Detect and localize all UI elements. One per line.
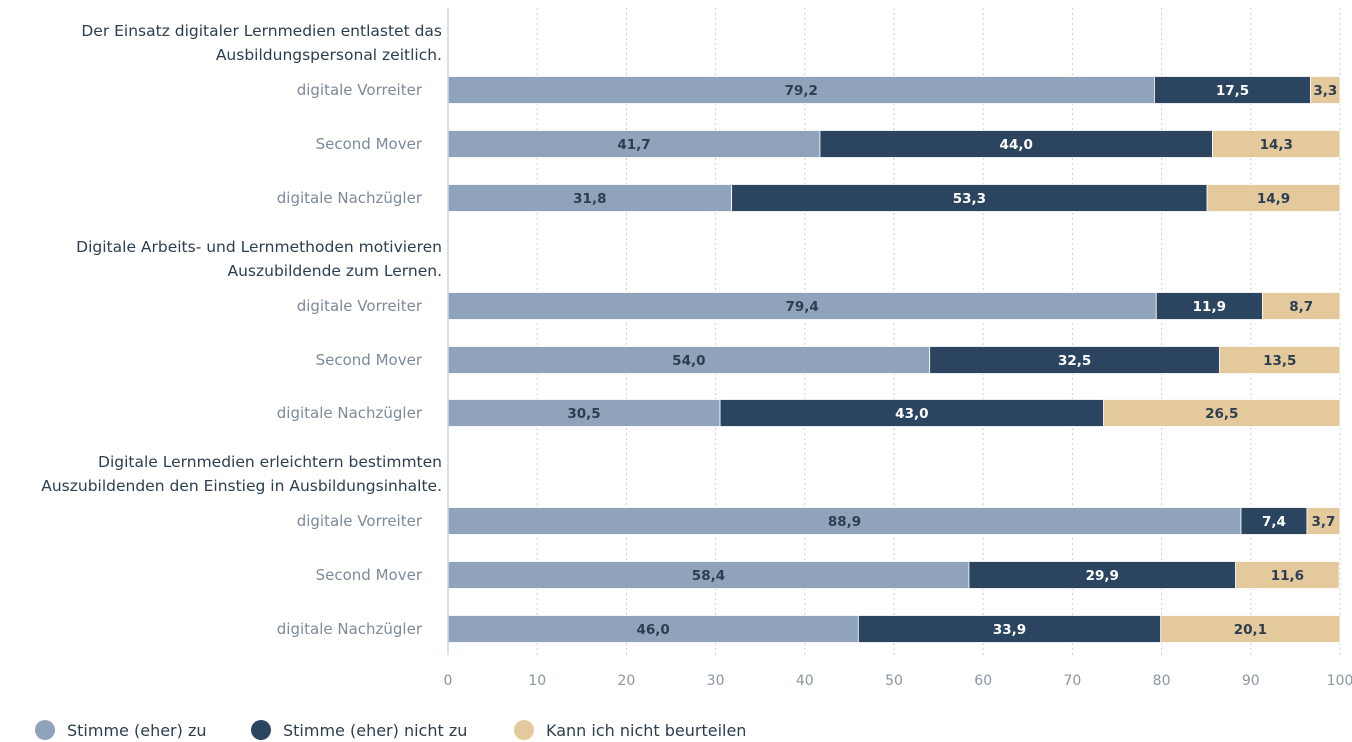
bar-segment	[1160, 615, 1341, 643]
x-tick-label-10: 10	[528, 673, 546, 689]
bar-segment	[1240, 507, 1308, 535]
category-label: Second Mover	[316, 135, 423, 153]
x-tick-label-70: 70	[1063, 673, 1081, 689]
category-label: digitale Nachzügler	[277, 404, 423, 422]
legend-swatch-3	[514, 720, 534, 740]
legend-swatch-1	[35, 720, 55, 740]
category-label: Second Mover	[316, 351, 423, 369]
legend: Stimme (eher) zu Stimme (eher) nicht zu Ka…	[35, 720, 746, 740]
legend-label-2: Stimme (eher) nicht zu	[283, 721, 467, 740]
x-tick-label-20: 20	[617, 673, 635, 689]
data-label: 43,0	[895, 406, 928, 422]
x-tick-label-0: 0	[444, 673, 453, 689]
x-axis-ticks: 0 10 20 30 40 50 60 70 80 90 100	[444, 673, 1352, 689]
data-label: 79,4	[785, 299, 818, 315]
data-label: 7,4	[1262, 514, 1286, 530]
data-label: 46,0	[637, 622, 670, 638]
bar-segment	[731, 184, 1208, 212]
x-tick-label-90: 90	[1242, 673, 1260, 689]
bar-segment	[447, 130, 821, 158]
bar-segment	[929, 346, 1220, 374]
x-tick-label-50: 50	[885, 673, 903, 689]
bar-segment	[1310, 76, 1341, 104]
data-label: 14,3	[1260, 137, 1293, 153]
bar-segment	[1206, 184, 1341, 212]
data-label: 31,8	[573, 191, 606, 207]
data-label: 26,5	[1205, 406, 1238, 422]
data-label: 58,4	[692, 568, 725, 584]
bar-segment	[1261, 292, 1341, 320]
bar-segment	[819, 130, 1213, 158]
category-label: digitale Nachzügler	[277, 189, 423, 207]
legend-swatch-2	[251, 720, 271, 740]
x-tick-label-30: 30	[707, 673, 725, 689]
x-tick-label-60: 60	[974, 673, 992, 689]
legend-label-3: Kann ich nicht beurteilen	[546, 721, 746, 740]
group-title-2-line-2: Auszubildende zum Lernen.	[227, 262, 442, 280]
data-label: 79,2	[785, 83, 818, 99]
category-labels: Der Einsatz digitaler Lernmedien entlast…	[41, 22, 442, 638]
data-label: 3,7	[1312, 514, 1336, 530]
data-label: 32,5	[1058, 353, 1091, 369]
bar-segment	[1219, 346, 1341, 374]
category-label: Second Mover	[316, 566, 423, 584]
bar-segment	[447, 507, 1242, 535]
data-label: 8,7	[1289, 299, 1313, 315]
group-title-3-line-1: Digitale Lernmedien erleichtern bestimmt…	[98, 453, 442, 471]
category-label: digitale Vorreiter	[297, 81, 423, 99]
data-label: 11,6	[1271, 568, 1304, 584]
x-tick-label-100: 100	[1327, 673, 1352, 689]
data-label: 33,9	[993, 622, 1026, 638]
data-label: 41,7	[617, 137, 650, 153]
bar-segment	[447, 615, 859, 643]
data-label: 53,3	[953, 191, 986, 207]
bar-segment	[447, 561, 970, 589]
bar-segment	[1306, 507, 1341, 535]
data-label: 29,9	[1086, 568, 1119, 584]
data-label: 3,3	[1313, 83, 1337, 99]
data-label: 13,5	[1263, 353, 1296, 369]
bar-segment	[1103, 399, 1341, 427]
data-label: 54,0	[672, 353, 705, 369]
bar-segment	[1154, 76, 1311, 104]
bar-segment	[1212, 130, 1341, 158]
group-title-2-line-1: Digitale Arbeits- und Lernmethoden motiv…	[76, 238, 442, 256]
bar-segment	[447, 76, 1155, 104]
bars: 79,2 17,5 3,3 41,7 44,0 14,3 31,8 53,3 14,9 79,4 1…	[447, 76, 1341, 643]
data-label: 14,9	[1257, 191, 1290, 207]
data-label: 11,9	[1193, 299, 1226, 315]
x-tick-label-40: 40	[796, 673, 814, 689]
group-title-1-line-1: Der Einsatz digitaler Lernmedien entlast…	[81, 22, 442, 40]
legend-label-1: Stimme (eher) zu	[67, 721, 207, 740]
bar-segment	[968, 561, 1237, 589]
category-label: digitale Vorreiter	[297, 512, 423, 530]
group-title-3-line-2: Auszubildenden den Einstieg in Ausbildun…	[41, 477, 442, 495]
data-label: 44,0	[1000, 137, 1033, 153]
category-label: digitale Vorreiter	[297, 297, 423, 315]
bar-segment	[447, 346, 931, 374]
gridlines	[536, 8, 1341, 655]
bar-segment	[1235, 561, 1340, 589]
bar-segment	[719, 399, 1105, 427]
bar-segment	[447, 292, 1157, 320]
data-label: 17,5	[1216, 83, 1249, 99]
data-label: 88,9	[828, 514, 861, 530]
data-label: 30,5	[567, 406, 600, 422]
category-label: digitale Nachzügler	[277, 620, 423, 638]
data-label: 20,1	[1234, 622, 1267, 638]
bar-segment	[447, 184, 733, 212]
group-title-1-line-2: Ausbildungspersonal zeitlich.	[216, 46, 442, 64]
x-tick-label-80: 80	[1153, 673, 1171, 689]
